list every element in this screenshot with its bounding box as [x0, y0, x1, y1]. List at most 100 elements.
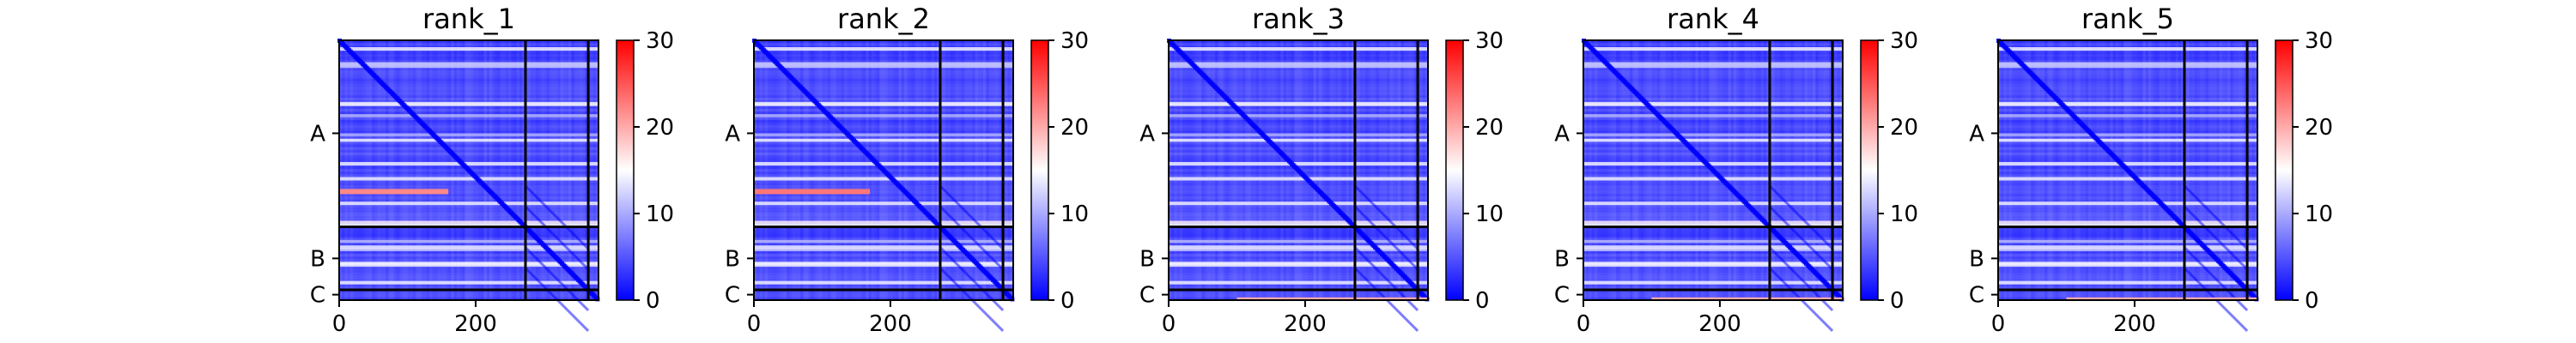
heatmap-column-band — [1839, 40, 1844, 300]
heatmap-column-band — [1392, 40, 1396, 300]
heatmap-row-band — [1169, 248, 1428, 252]
heatmap-column-band — [1195, 40, 1200, 300]
heatmap-column-band — [1649, 40, 1652, 300]
heatmap-column-band — [1304, 40, 1309, 300]
heatmap-column-band — [2194, 40, 2198, 300]
heatmap-row-band — [1169, 275, 1428, 279]
heatmap-row-band — [339, 253, 598, 257]
heatmap-row-band — [1583, 248, 1843, 252]
colorbar-tick-label: 20 — [2305, 115, 2333, 141]
colorbar — [616, 39, 635, 301]
heatmap-bright-row — [339, 46, 598, 51]
high-error-row — [754, 189, 871, 195]
heatmap-row-band — [1169, 286, 1428, 290]
heatmap-bright-row — [1998, 223, 2257, 227]
heatmap-column-band — [1403, 40, 1407, 300]
heatmap-row-band — [1169, 94, 1428, 99]
heatmap-row-band — [1583, 283, 1843, 287]
heatmap-row-band — [754, 114, 1013, 117]
heatmap-column-band — [893, 40, 896, 300]
heatmap-bright-row — [1169, 262, 1428, 267]
heatmap-column-band — [1779, 40, 1783, 300]
heatmap-column-band — [1646, 40, 1649, 300]
heatmap-column-band — [2025, 40, 2029, 300]
heatmap-row-band — [1583, 204, 1843, 208]
heatmap-column-band — [486, 40, 490, 300]
heatmap-column-band — [1220, 40, 1224, 300]
heatmap-column-band — [969, 40, 973, 300]
heatmap-row-band — [1169, 182, 1428, 186]
heatmap-row-band — [1169, 292, 1428, 296]
heatmap-column-band — [1695, 40, 1699, 300]
heatmap-row-band — [754, 67, 1013, 71]
heatmap-column-band — [1670, 40, 1674, 300]
heatmap-bright-row — [1169, 101, 1428, 105]
heatmap-column-band — [1596, 40, 1601, 300]
heatmap-row-band — [1998, 128, 2257, 131]
heatmap-column-band — [2063, 40, 2067, 300]
heatmap-column-band — [852, 40, 856, 300]
heatmap-column-band — [347, 40, 351, 300]
heatmap-column-band — [775, 40, 780, 300]
heatmap-row-band — [1169, 193, 1428, 197]
heatmap-column-band — [1212, 40, 1216, 300]
heatmap-row-band — [754, 253, 1013, 257]
heatmap-column-band — [920, 40, 924, 300]
heatmap-column-band — [2219, 40, 2223, 300]
heatmap-column-band — [835, 40, 840, 300]
heatmap-row-band — [754, 138, 1013, 142]
heatmap-column-band — [1801, 40, 1805, 300]
heatmap-column-band — [1589, 40, 1593, 300]
heatmap-column-band — [2172, 40, 2177, 300]
heatmap-column-band — [1315, 40, 1320, 300]
heatmap-column-band — [1660, 40, 1663, 300]
heatmap-column-band — [822, 40, 826, 300]
heatmap-column-band — [1231, 40, 1235, 300]
heatmap-column-band — [1733, 40, 1737, 300]
heatmap-column-band — [1411, 40, 1415, 300]
y-tick-label: A — [1554, 121, 1570, 147]
heatmap-row-band — [1583, 87, 1843, 90]
heatmap-column-band — [398, 40, 403, 300]
heatmap-column-band — [849, 40, 853, 300]
heatmap-column-band — [2001, 40, 2004, 300]
heatmap-column-band — [374, 40, 379, 300]
heatmap-column-band — [585, 40, 588, 300]
heatmap-row-band — [1169, 57, 1428, 60]
heatmap-row-band — [339, 53, 598, 57]
heatmap-column-band — [1586, 40, 1589, 300]
panel-title: rank_5 — [2081, 3, 2174, 35]
heatmap-column-band — [483, 40, 488, 300]
heatmap-column-band — [1400, 40, 1404, 300]
heatmap-column-band — [1605, 40, 1609, 300]
heatmap-row-band — [1169, 128, 1428, 131]
heatmap-column-band — [1692, 40, 1696, 300]
heatmap-row-band — [1998, 133, 2257, 137]
heatmap-row-band — [1998, 278, 2257, 282]
heatmap-column-band — [1788, 40, 1792, 300]
heatmap-row-band — [754, 278, 1013, 282]
heatmap-row-band — [1583, 97, 1843, 101]
heatmap-column-band — [1684, 40, 1688, 300]
heatmap-column-band — [792, 40, 796, 300]
heatmap-bright-row — [339, 101, 598, 105]
heatmap-row-band — [1998, 174, 2257, 178]
heatmap-row-band — [1998, 209, 2257, 214]
heatmap-row-band — [1583, 59, 1843, 63]
heatmap-bright-row — [754, 280, 1013, 285]
heatmap-column-band — [2031, 40, 2034, 300]
heatmap-column-band — [2214, 40, 2217, 300]
heatmap-column-band — [1225, 40, 1230, 300]
heatmap-column-band — [2014, 40, 2018, 300]
y-tick-label: B — [1554, 246, 1570, 272]
heatmap-row-band — [339, 232, 598, 235]
heatmap-row-band — [1583, 243, 1843, 246]
y-tick-label: C — [725, 283, 740, 309]
heatmap-column-band — [1703, 40, 1707, 300]
heatmap-column-band — [380, 40, 384, 300]
heatmap-column-band — [1998, 40, 2002, 300]
axes-frame — [753, 39, 1014, 301]
heatmap-column-band — [2197, 40, 2201, 300]
panel-title: rank_3 — [1252, 3, 1345, 35]
heatmap-row-band — [1169, 141, 1428, 145]
